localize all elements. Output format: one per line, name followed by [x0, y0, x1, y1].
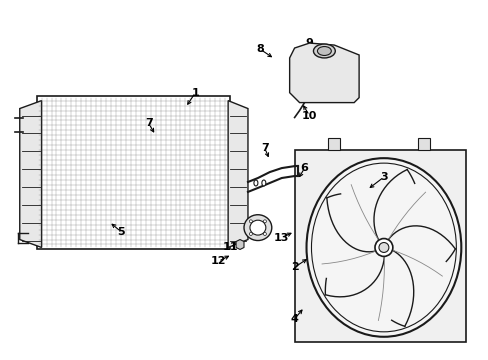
- Ellipse shape: [249, 220, 265, 235]
- Ellipse shape: [378, 243, 388, 252]
- Ellipse shape: [263, 233, 266, 235]
- Text: 5: 5: [117, 226, 124, 237]
- Text: 6: 6: [300, 163, 308, 173]
- Text: 11: 11: [222, 243, 237, 252]
- Text: 12: 12: [210, 256, 225, 266]
- Text: 13: 13: [273, 233, 289, 243]
- Polygon shape: [20, 100, 41, 247]
- Ellipse shape: [249, 233, 252, 235]
- Ellipse shape: [374, 239, 392, 256]
- Text: 7: 7: [144, 118, 152, 129]
- Text: 1: 1: [191, 88, 199, 98]
- Ellipse shape: [263, 220, 266, 223]
- Ellipse shape: [249, 220, 252, 223]
- Polygon shape: [417, 138, 428, 150]
- Ellipse shape: [262, 180, 265, 186]
- Text: 10: 10: [301, 111, 317, 121]
- Ellipse shape: [317, 46, 331, 55]
- Text: 9: 9: [305, 38, 313, 48]
- Ellipse shape: [313, 44, 335, 58]
- Polygon shape: [228, 100, 247, 247]
- Polygon shape: [289, 43, 358, 103]
- Polygon shape: [236, 239, 244, 249]
- Text: 4: 4: [290, 314, 298, 324]
- Text: 7: 7: [261, 143, 268, 153]
- Ellipse shape: [253, 180, 257, 186]
- Ellipse shape: [244, 215, 271, 240]
- Polygon shape: [327, 138, 340, 150]
- Ellipse shape: [306, 158, 460, 337]
- Polygon shape: [294, 150, 466, 342]
- Text: 2: 2: [290, 262, 298, 272]
- Text: 3: 3: [379, 172, 387, 182]
- Text: 8: 8: [256, 44, 263, 54]
